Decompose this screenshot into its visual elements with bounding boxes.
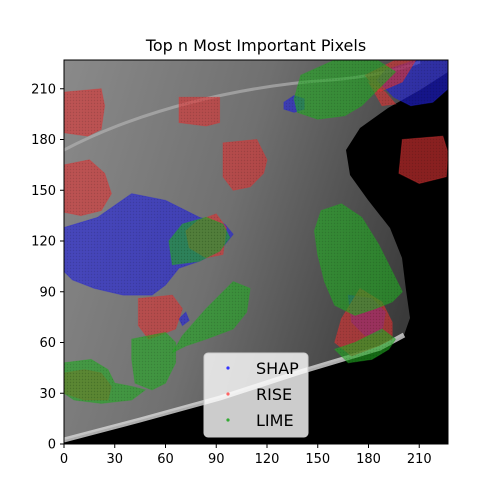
lime-region-texture-6: [64, 359, 146, 404]
rise-region-texture-6: [138, 295, 183, 340]
x-tick-label-180: 180: [356, 452, 381, 467]
legend: SHAP RISE LIME: [203, 352, 309, 438]
lime-region-texture-2: [314, 203, 403, 316]
y-tick-label-180: 180: [31, 133, 56, 148]
lime-legend-marker: [226, 418, 230, 422]
rise-region-texture-2: [179, 97, 220, 126]
rise-region-texture-4: [64, 159, 112, 216]
y-tick-label-90: 90: [39, 285, 56, 300]
lime-region-texture-7: [334, 329, 396, 363]
y-tick-label-30: 30: [39, 387, 56, 402]
lime-legend-label: LIME: [256, 411, 294, 430]
y-tick-label-210: 210: [31, 82, 56, 97]
importance-regions: [64, 60, 448, 404]
lime-region-texture-4: [172, 281, 251, 353]
x-tick-label-30: 30: [106, 452, 123, 467]
rise-legend-marker: [226, 392, 230, 396]
x-tick-label-0: 0: [60, 452, 68, 467]
rise-region-texture-3: [223, 139, 267, 191]
y-tick-label-0: 0: [48, 438, 56, 453]
shap-legend-label: SHAP: [256, 359, 299, 378]
y-tick-label-60: 60: [39, 336, 56, 351]
shap-legend-marker: [226, 366, 230, 370]
lime-region-texture-1: [294, 60, 396, 120]
lime-region-texture-3: [168, 217, 230, 265]
rise-region-texture-1: [64, 88, 105, 137]
y-axis: 0 30 60 90 120 150 180 210: [31, 82, 64, 453]
lime-region-texture-5: [131, 332, 176, 390]
legend-box: [203, 352, 309, 438]
x-axis: 0 30 60 90 120 150 180 210: [60, 444, 432, 467]
rise-legend-label: RISE: [256, 385, 292, 404]
rise-region-texture-7: [398, 136, 448, 184]
y-tick-label-150: 150: [31, 184, 56, 199]
plot-frame: [63, 59, 449, 445]
y-tick-label-120: 120: [31, 235, 56, 250]
x-tick-label-120: 120: [255, 452, 280, 467]
x-tick-label-150: 150: [305, 452, 330, 467]
x-tick-label-210: 210: [407, 452, 432, 467]
x-tick-label-60: 60: [157, 452, 174, 467]
shap-region-texture-1: [64, 193, 234, 296]
shap-region-texture-5: [179, 312, 190, 326]
chart-title: Top n Most Important Pixels: [145, 36, 367, 55]
x-tick-label-90: 90: [208, 452, 225, 467]
